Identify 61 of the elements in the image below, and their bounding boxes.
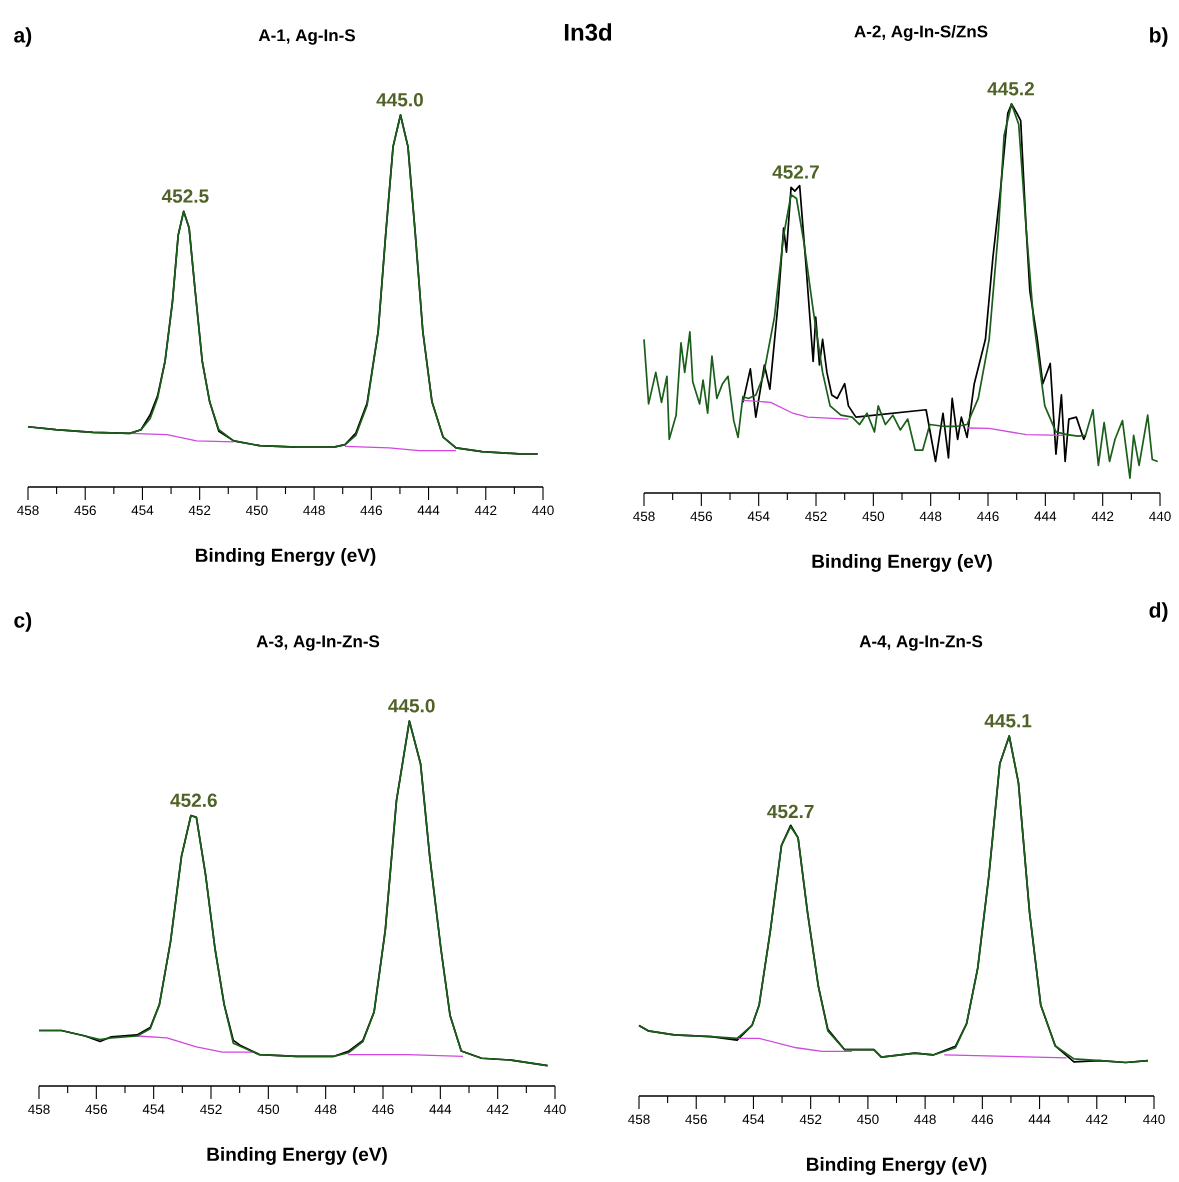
- x-axis-title: Binding Energy (eV): [195, 548, 376, 566]
- x-tick-label: 458: [633, 511, 655, 522]
- x-tick-label: 456: [85, 1104, 107, 1115]
- annotation: 445.0: [388, 699, 435, 713]
- x-tick-label: 444: [1028, 1114, 1051, 1124]
- text: d): [1149, 602, 1168, 622]
- text: a): [14, 27, 32, 47]
- x-tick-label: 442: [1091, 511, 1114, 521]
- x-tick-label: 446: [372, 1104, 394, 1115]
- x-tick-label: 442: [1085, 1114, 1108, 1124]
- x-tick-label: 446: [971, 1114, 994, 1125]
- x-tick-label: 454: [742, 1114, 765, 1124]
- annotation: 452.5: [161, 189, 209, 203]
- annotation: 445.1: [984, 714, 1032, 728]
- text: b): [1150, 27, 1168, 47]
- x-tick-label: 456: [690, 511, 713, 522]
- x-tick-label: 450: [245, 505, 268, 516]
- x-axis-title: Binding Energy (eV): [806, 1157, 987, 1175]
- x-tick-label: 454: [142, 1104, 165, 1114]
- x-tick-label: 456: [685, 1114, 707, 1125]
- x-tick-label: 458: [17, 505, 39, 516]
- chart-title: A-4, Ag-In-Zn-S: [859, 635, 983, 651]
- annotation: 445.0: [376, 93, 423, 107]
- x-tick-label: 442: [486, 1104, 509, 1114]
- x-tick-label: 448: [919, 511, 942, 522]
- x-tick-label: 448: [914, 1114, 936, 1125]
- chart-title: A-2, Ag-In-S/ZnS: [854, 25, 988, 41]
- x-tick-label: 446: [977, 511, 999, 522]
- text: In3d: [564, 23, 612, 41]
- x-axis-title: Binding Energy (eV): [207, 1147, 387, 1165]
- x-tick-label: 452: [805, 511, 827, 522]
- annotation: 452.7: [772, 165, 819, 179]
- chart-title: A-3, Ag-In-Zn-S: [256, 635, 380, 651]
- x-tick-label: 454: [131, 505, 154, 515]
- x-tick-label: 452: [200, 1104, 222, 1115]
- x-tick-label: 450: [856, 1114, 879, 1125]
- x-tick-label: 444: [417, 505, 440, 515]
- x-tick-label: 448: [314, 1104, 337, 1115]
- annotation: 445.2: [987, 82, 1034, 96]
- x-tick-label: 440: [1143, 1114, 1165, 1125]
- text: c): [14, 612, 32, 632]
- x-tick-label: 456: [74, 505, 96, 516]
- x-tick-label: 444: [429, 1104, 452, 1114]
- annotation: 452.6: [170, 793, 217, 808]
- x-tick-label: 452: [799, 1114, 822, 1125]
- x-tick-label: 450: [862, 511, 885, 522]
- x-tick-label: 452: [188, 505, 211, 516]
- annotation: 452.7: [767, 804, 814, 819]
- x-tick-label: 440: [1149, 511, 1171, 522]
- x-tick-label: 442: [474, 505, 497, 515]
- x-tick-label: 444: [1034, 511, 1057, 521]
- x-tick-label: 458: [628, 1114, 650, 1125]
- x-tick-label: 446: [360, 505, 383, 516]
- x-tick-label: 448: [303, 505, 325, 516]
- x-tick-label: 440: [544, 1104, 566, 1115]
- x-tick-label: 450: [257, 1104, 280, 1115]
- x-axis-title: Binding Energy (eV): [812, 554, 992, 572]
- x-tick-label: 458: [28, 1104, 50, 1115]
- x-tick-label: 454: [747, 511, 770, 521]
- chart-title: A-1, Ag-In-S: [258, 29, 355, 45]
- x-tick-label: 440: [532, 505, 554, 516]
